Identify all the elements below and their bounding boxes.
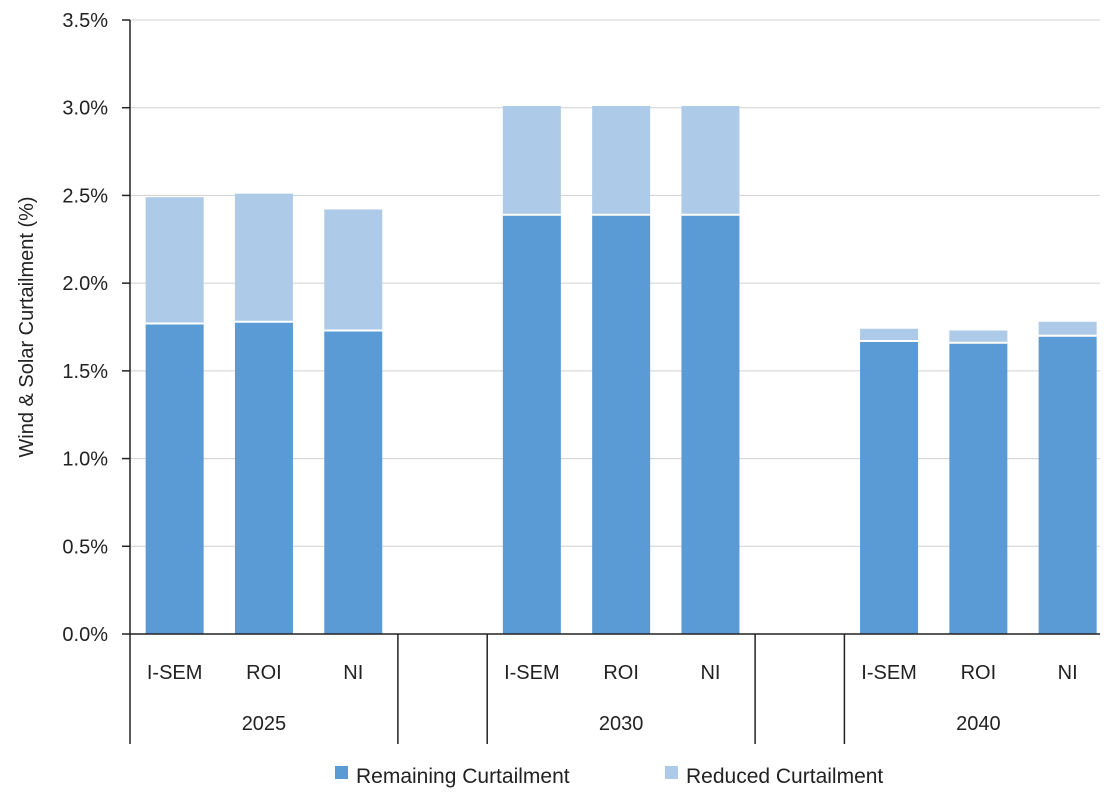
tick-labels: 0.0% 0.5% 1.0% 1.5% 2.0% 2.5% 3.0% 3.5% I-SEM ROI… <box>62 10 1077 735</box>
axes <box>122 19 1100 744</box>
bar-remaining-curtailment <box>145 323 204 634</box>
x-category-label: NI <box>700 662 720 684</box>
bar-reduced-curtailment <box>1038 321 1097 336</box>
x-category-label: ROI <box>603 662 639 684</box>
x-category-label: I-SEM <box>504 662 560 684</box>
bar-remaining-curtailment <box>324 330 383 634</box>
x-category-label: I-SEM <box>861 662 917 684</box>
bar-reduced-curtailment <box>860 328 919 342</box>
y-tick-label: 0.5% <box>62 536 108 558</box>
x-category-label: ROI <box>246 662 282 684</box>
bar-reduced-curtailment <box>592 105 651 215</box>
bar-remaining-curtailment <box>1038 335 1097 634</box>
x-category-label: I-SEM <box>147 662 203 684</box>
bar-remaining-curtailment <box>681 214 740 634</box>
legend: Remaining Curtailment Reduced Curtailment <box>335 765 883 788</box>
bar-reduced-curtailment <box>234 193 293 322</box>
y-tick-label: 1.0% <box>62 449 108 471</box>
bar-remaining-curtailment <box>949 342 1008 634</box>
y-tick-label: 3.5% <box>62 10 108 32</box>
bar-reduced-curtailment <box>502 105 561 215</box>
x-group-label: 2025 <box>242 713 287 735</box>
legend-label: Remaining Curtailment <box>356 765 570 788</box>
legend-swatch <box>665 766 678 779</box>
bar-reduced-curtailment <box>324 209 383 331</box>
x-category-label: NI <box>1058 662 1078 684</box>
y-tick-label: 3.0% <box>62 98 108 120</box>
y-tick-label: 2.5% <box>62 185 108 207</box>
bar-remaining-curtailment <box>592 214 651 634</box>
legend-label: Reduced Curtailment <box>686 765 883 788</box>
bar-reduced-curtailment <box>949 330 1008 343</box>
x-group-label: 2030 <box>599 713 644 735</box>
legend-swatch <box>335 766 348 779</box>
bar-remaining-curtailment <box>502 214 561 634</box>
y-tick-label: 2.0% <box>62 273 108 295</box>
bars <box>145 105 1097 634</box>
x-group-label: 2040 <box>956 713 1001 735</box>
y-tick-label: 0.0% <box>62 624 108 646</box>
x-category-label: ROI <box>961 662 997 684</box>
bar-reduced-curtailment <box>681 105 740 215</box>
bar-remaining-curtailment <box>860 341 919 634</box>
bar-remaining-curtailment <box>234 321 293 634</box>
y-tick-label: 1.5% <box>62 361 108 383</box>
x-category-label: NI <box>343 662 363 684</box>
y-axis-title: Wind & Solar Curtailment (%) <box>16 196 38 457</box>
bar-reduced-curtailment <box>145 197 204 324</box>
